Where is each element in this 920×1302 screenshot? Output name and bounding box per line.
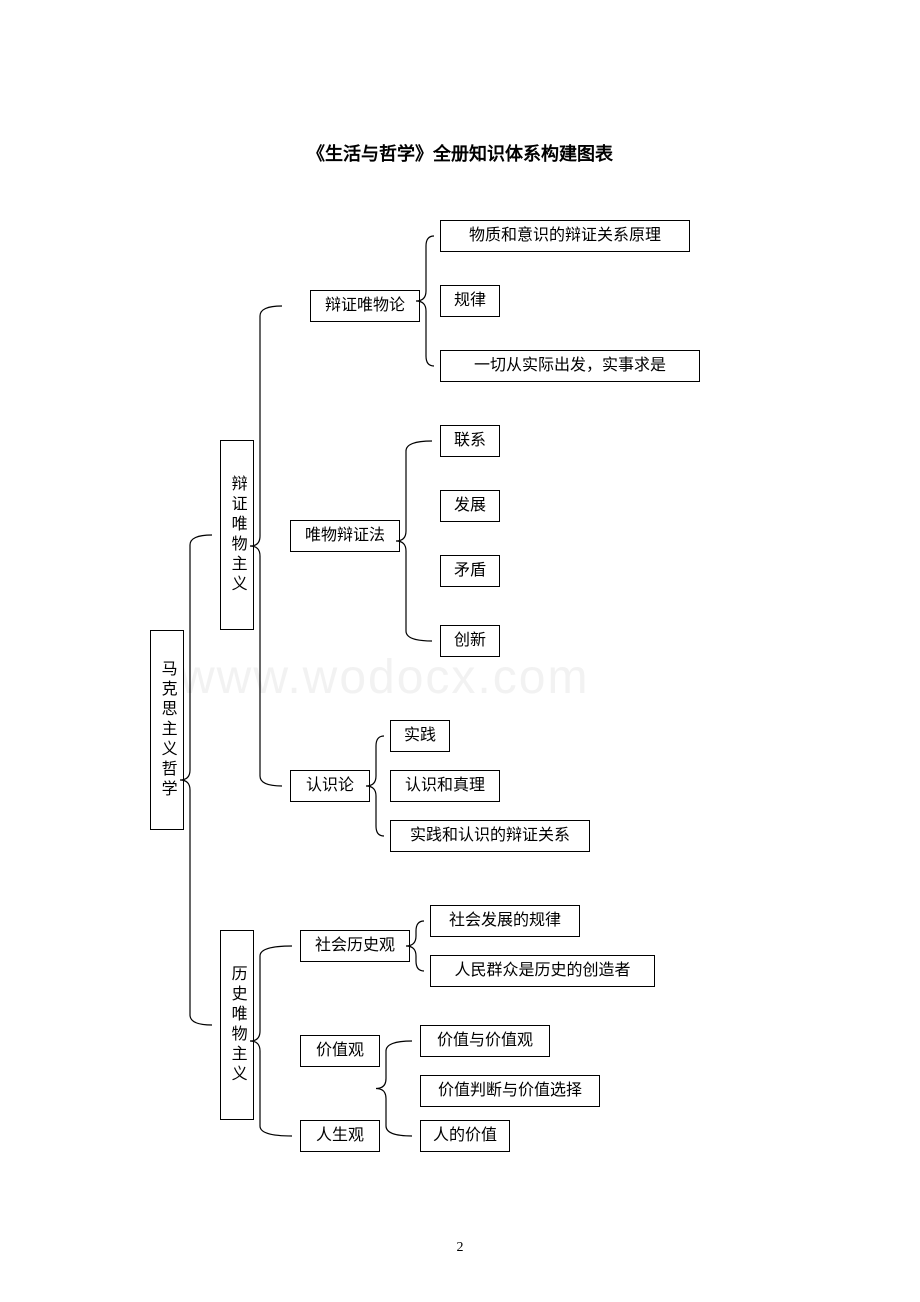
brace-6 <box>414 919 440 973</box>
node-c6: 矛盾 <box>440 555 500 587</box>
brace-0 <box>188 533 228 1027</box>
brace-3 <box>424 234 450 368</box>
brace-1 <box>258 304 298 788</box>
brace-2 <box>258 944 308 1138</box>
node-c15: 人的价值 <box>420 1120 510 1152</box>
node-b1: 辩证唯物论 <box>310 290 420 322</box>
brace-5 <box>374 734 400 838</box>
brace-4 <box>404 439 448 643</box>
diagram-title: 《生活与哲学》全册知识体系构建图表 <box>0 140 920 166</box>
node-c9: 认识和真理 <box>390 770 500 802</box>
node-b6: 人生观 <box>300 1120 380 1152</box>
node-c14: 价值判断与价值选择 <box>420 1075 600 1107</box>
node-c11: 社会发展的规律 <box>430 905 580 937</box>
node-c12: 人民群众是历史的创造者 <box>430 955 655 987</box>
brace-7 <box>384 1039 428 1138</box>
node-b4: 社会历史观 <box>300 930 410 962</box>
node-c10: 实践和认识的辩证关系 <box>390 820 590 852</box>
node-c13: 价值与价值观 <box>420 1025 550 1057</box>
watermark-text: www.wodocx.com <box>180 650 589 705</box>
node-c1: 物质和意识的辩证关系原理 <box>440 220 690 252</box>
node-b3: 认识论 <box>290 770 370 802</box>
node-c7: 创新 <box>440 625 500 657</box>
node-b5: 价值观 <box>300 1035 380 1067</box>
page-number: 2 <box>0 1240 920 1256</box>
node-c5: 发展 <box>440 490 500 522</box>
node-b2: 唯物辩证法 <box>290 520 400 552</box>
node-c4: 联系 <box>440 425 500 457</box>
node-c3: 一切从实际出发，实事求是 <box>440 350 700 382</box>
node-root: 马克思主义哲学 <box>150 630 184 830</box>
